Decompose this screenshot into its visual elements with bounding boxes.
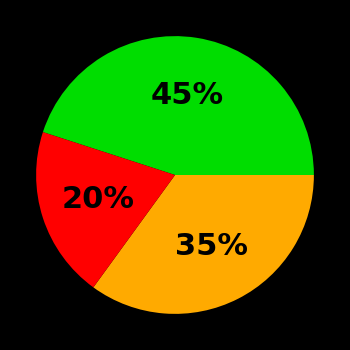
Text: 35%: 35% — [175, 232, 248, 261]
Wedge shape — [43, 36, 314, 175]
Text: 45%: 45% — [151, 81, 224, 110]
Text: 20%: 20% — [62, 186, 135, 215]
Wedge shape — [93, 175, 314, 314]
Wedge shape — [36, 132, 175, 287]
